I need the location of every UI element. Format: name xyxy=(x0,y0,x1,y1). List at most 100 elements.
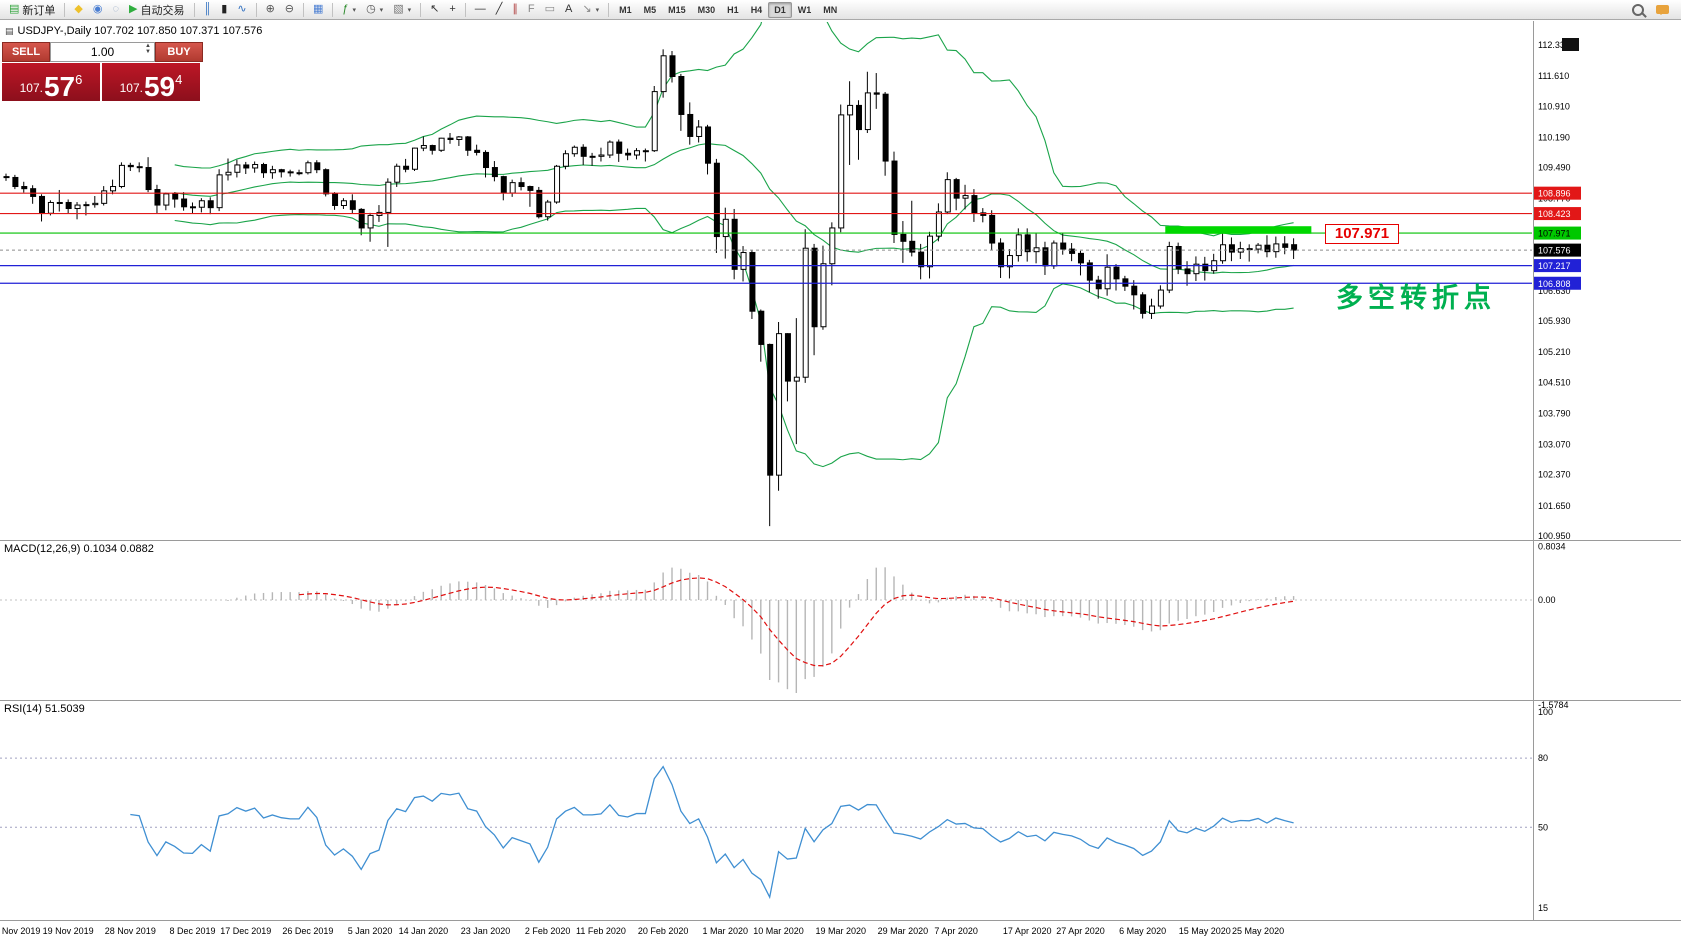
sell-button[interactable]: SELL xyxy=(2,42,50,62)
timeframe-M5[interactable]: M5 xyxy=(643,4,657,15)
date-tick-label: 19 Mar 2020 xyxy=(815,926,866,936)
chat-icon[interactable] xyxy=(1656,5,1669,15)
chart-window-title: ▤ USDJPY-,Daily 107.702 107.850 107.371 1… xyxy=(5,25,262,37)
sell-price-box[interactable]: 107. 57 6 xyxy=(2,63,100,101)
price-tick-label: 110.910 xyxy=(1538,101,1570,111)
new-order-button[interactable]: ▤ 新订单 xyxy=(4,0,60,20)
date-tick-label: 28 Nov 2019 xyxy=(105,926,156,936)
bollinger-middle-band xyxy=(174,142,1294,274)
price-tick-label: 111.610 xyxy=(1538,71,1569,81)
buy-price-big: 59 xyxy=(143,71,176,103)
templates-icon[interactable]: ▧ ▾ xyxy=(388,0,416,20)
rsi-tick-label: 80 xyxy=(1538,753,1548,763)
price-tick-label: 101.650 xyxy=(1538,501,1571,511)
toolbar-separator xyxy=(303,2,305,17)
indicators-icon[interactable]: ƒ ▾ xyxy=(337,0,361,20)
date-tick-label: 11 Feb 2020 xyxy=(576,926,626,936)
timeframe-W1[interactable]: W1 xyxy=(797,4,812,15)
price-tick-label: 109.490 xyxy=(1538,163,1571,173)
rsi-tick-label: 15 xyxy=(1538,903,1548,913)
community-icon: ◆ xyxy=(74,3,83,15)
buy-button[interactable]: BUY xyxy=(155,42,203,62)
timeframe-H1[interactable]: H1 xyxy=(727,4,739,15)
macd-tick-label: 0.00 xyxy=(1538,595,1556,605)
date-tick-label: 15 May 2020 xyxy=(1179,926,1231,936)
line-chart-icon[interactable]: ∿ xyxy=(232,0,251,20)
signals-icon: ◌ xyxy=(112,3,120,15)
arrows-icon[interactable]: ↘ ▾ xyxy=(577,0,604,20)
timeframe-D1[interactable]: D1 xyxy=(768,1,792,18)
accounts-icon[interactable]: ◉ xyxy=(88,0,108,20)
axis-price-badge-text: 107.217 xyxy=(1538,261,1571,271)
time-scale-area[interactable] xyxy=(0,921,1681,945)
zoom-in-icon[interactable]: ⊕ xyxy=(261,0,280,20)
crosshair-icon[interactable]: + xyxy=(444,0,460,20)
fibonacci-icon[interactable]: F xyxy=(523,0,540,20)
toolbar-separator xyxy=(420,2,422,17)
horizontal-line-icon[interactable]: — xyxy=(470,0,491,20)
toolbar: ▤ 新订单 ◆ ◉ ◌ ▶ 自动交易 ║ ▮ ∿ ⊕ ⊖ ▦ ƒ ▾ ◷ ▾ ▧ ▾ ↖ + — ╱ ∥ F ▭ A ↘ ▾ M1 M5 M1… xyxy=(0,0,1681,20)
highlight-range-rect[interactable] xyxy=(1165,226,1312,234)
search-icon[interactable] xyxy=(1632,3,1644,16)
tile-windows-icon[interactable]: ▦ xyxy=(308,0,328,20)
candlestick-chart-icon: ▮ xyxy=(221,3,228,15)
timeframe-MN[interactable]: MN xyxy=(823,4,838,15)
macd-signal-line xyxy=(298,577,1294,667)
date-tick-label: 10 Nov 2019 xyxy=(0,926,40,936)
date-tick-label: 19 Nov 2019 xyxy=(43,926,94,936)
sell-price-big: 57 xyxy=(43,71,76,103)
cursor-icon[interactable]: ↖ xyxy=(425,0,444,20)
price-tick-label: 105.930 xyxy=(1538,316,1571,326)
trendline-icon[interactable]: ╱ xyxy=(491,0,508,20)
volume-field[interactable]: 1.00 ▲ ▼ xyxy=(50,42,155,62)
zoom-in-icon: ⊕ xyxy=(265,3,275,15)
turning-point-note: 多空转折点 xyxy=(1336,283,1496,313)
accounts-icon: ◉ xyxy=(92,3,103,15)
price-tick-label: 103.070 xyxy=(1538,440,1571,450)
timeframe-M30[interactable]: M30 xyxy=(697,4,716,15)
date-tick-label: 5 Jan 2020 xyxy=(348,926,393,936)
date-tick-label: 23 Jan 2020 xyxy=(461,926,511,936)
crosshair-icon: + xyxy=(449,3,456,15)
macd-panel[interactable] xyxy=(0,567,1532,693)
text-icon[interactable]: A xyxy=(560,0,577,20)
volume-up-icon[interactable]: ▲ xyxy=(145,43,151,49)
autotrading-button[interactable]: ▶ 自动交易 xyxy=(124,0,189,20)
macd-tick-label: -1.5784 xyxy=(1538,700,1569,710)
axis-price-badge xyxy=(1534,276,1581,290)
timeframe-H4[interactable]: H4 xyxy=(750,4,763,15)
rsi-panel[interactable] xyxy=(0,757,1532,900)
shapes-icon[interactable]: ▭ xyxy=(540,0,560,20)
toolbar-separator xyxy=(193,2,195,17)
buy-price-box[interactable]: 107. 59 4 xyxy=(102,63,200,101)
signals-icon[interactable]: ◌ xyxy=(107,0,124,20)
timeframe-M15[interactable]: M15 xyxy=(668,4,686,15)
line-chart-icon: ∿ xyxy=(237,3,247,15)
bar-chart-icon[interactable]: ║ xyxy=(199,0,217,20)
price-scale-area[interactable] xyxy=(1533,21,1681,921)
price-tick-label: 104.510 xyxy=(1538,377,1571,387)
axis-price-badge xyxy=(1534,186,1581,200)
volume-spinner[interactable]: ▲ ▼ xyxy=(143,43,153,55)
chart-plot-area[interactable] xyxy=(0,22,1532,539)
text-icon: A xyxy=(565,3,573,15)
zoom-out-icon[interactable]: ⊖ xyxy=(280,0,299,20)
volume-down-icon[interactable]: ▼ xyxy=(145,49,151,55)
timeframes-menu-icon[interactable]: ◷ ▾ xyxy=(361,0,388,20)
axis-price-badge-text: 106.808 xyxy=(1538,279,1571,289)
price-axis[interactable]: 112.330111.610110.910110.190109.490108.7… xyxy=(1534,40,1581,913)
timeframes-menu-icon: ◷ xyxy=(366,3,376,15)
date-tick-label: 17 Apr 2020 xyxy=(1003,926,1052,936)
sell-price-pip: 6 xyxy=(75,72,83,87)
candlestick-chart-icon[interactable]: ▮ xyxy=(216,0,232,20)
price-tick-label: 102.370 xyxy=(1538,470,1571,480)
templates-icon: ▧ xyxy=(393,3,404,15)
time-axis[interactable]: 10 Nov 201919 Nov 2019 28 Nov 2019 8 Dec 2… xyxy=(0,926,1284,936)
channel-icon[interactable]: ∥ xyxy=(507,0,523,20)
price-tick-label: 110.190 xyxy=(1538,132,1570,142)
community-icon[interactable]: ◆ xyxy=(69,0,87,20)
timeframe-M1[interactable]: M1 xyxy=(619,4,632,15)
chevron-down-icon: ▾ xyxy=(407,6,412,14)
date-tick-label: 26 Dec 2019 xyxy=(282,926,333,936)
